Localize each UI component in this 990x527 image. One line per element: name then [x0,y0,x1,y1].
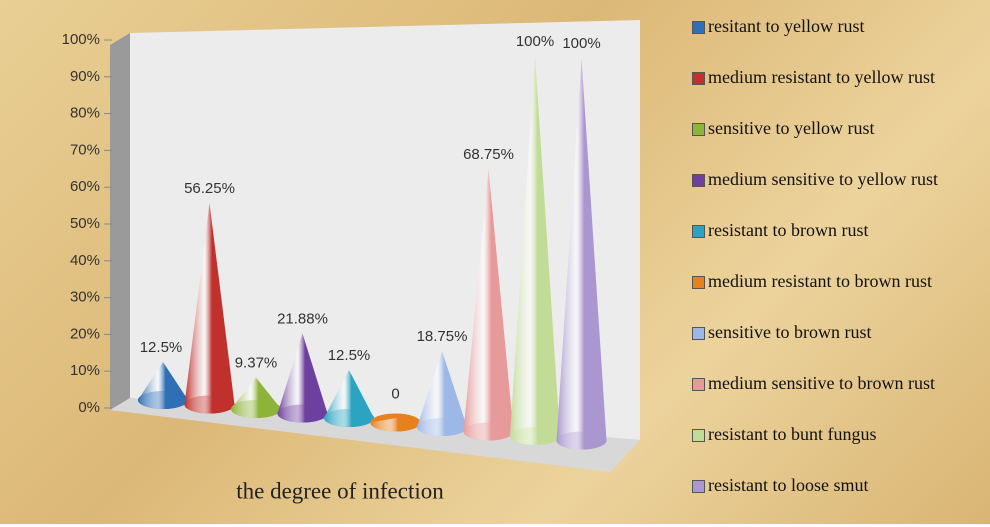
y-tick-label: 50% [70,215,100,232]
chart: the degree of infection 0% 10% 20% 30% 40% 50… [62,20,640,503]
y-tick-label: 60% [70,178,100,195]
value-label: 9.37% [235,354,278,371]
cone [184,203,235,414]
legend-item: medium sensitive to yellow rust [690,170,990,221]
x-axis-title: the degree of infection [236,478,444,503]
legend-swatch [692,225,705,238]
cone [231,377,281,418]
cone [556,58,607,450]
value-label: 56.25% [184,180,235,197]
cone [138,362,188,409]
cone [463,169,514,441]
legend-label: medium resistant to brown rust [708,271,932,291]
legend-swatch [692,327,705,340]
legend-label: medium resistant to yellow rust [708,67,935,87]
legend-item: medium resistant to yellow rust [690,68,990,119]
value-label: 0 [391,385,399,402]
y-tick-label: 10% [70,362,100,379]
legend-item: sensitive to brown rust [690,323,990,374]
cone [417,351,467,436]
legend-swatch [692,123,705,136]
back-wall [130,20,640,440]
y-tick-label: 20% [70,325,100,342]
cone [277,333,328,423]
legend-swatch [692,174,705,187]
legend-item: resistant to loose smut [690,476,990,527]
value-label: 68.75% [463,146,514,163]
legend-swatch [692,480,705,493]
y-tick-label: 40% [70,252,100,269]
legend-label: resistant to bunt fungus [708,424,877,444]
legend: resitant to yellow rust medium resistant … [690,17,990,527]
cone [370,418,421,432]
legend-swatch [692,378,705,391]
legend-swatch [692,429,705,442]
legend-item: resitant to yellow rust [690,17,990,68]
side-wall [110,33,130,410]
value-label: 21.88% [277,310,328,327]
value-label: 100% [562,35,600,52]
value-label: 18.75% [417,328,468,345]
cone [510,56,560,445]
legend-swatch [692,72,705,85]
legend-item: resistant to brown rust [690,221,990,272]
y-tick-label: 30% [70,289,100,306]
y-tick-label: 100% [62,31,100,48]
legend-label: medium sensitive to yellow rust [708,169,938,189]
value-label: 100% [516,33,554,50]
legend-item: sensitive to yellow rust [690,119,990,170]
legend-label: sensitive to brown rust [708,322,872,342]
value-label: 12.5% [328,347,371,364]
legend-label: resistant to brown rust [708,220,869,240]
y-tick-label: 80% [70,105,100,122]
legend-swatch [692,276,705,289]
cone [324,370,374,427]
legend-label: resitant to yellow rust [708,16,865,36]
legend-label: medium sensitive to brown rust [708,373,935,393]
legend-swatch [692,21,705,34]
legend-item: medium sensitive to brown rust [690,374,990,425]
y-tick-label: 70% [70,141,100,158]
value-label: 12.5% [140,339,183,356]
legend-label: resistant to loose smut [708,475,869,495]
legend-item: medium resistant to brown rust [690,272,990,323]
legend-label: sensitive to yellow rust [708,118,875,138]
y-tick-label: 0% [78,399,100,416]
legend-item: resistant to bunt fungus [690,425,990,476]
y-tick-label: 90% [70,68,100,85]
